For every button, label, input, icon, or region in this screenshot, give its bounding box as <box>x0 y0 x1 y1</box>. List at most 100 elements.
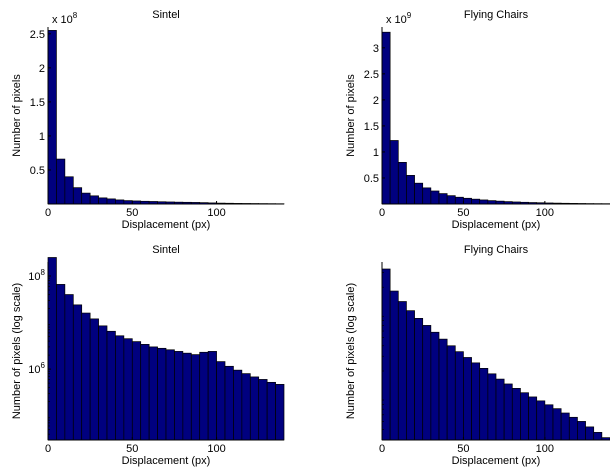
histogram-bar <box>89 318 99 441</box>
x-tick-label: 0 <box>379 443 385 455</box>
chart-panel-0: 0 50 100 0.5 1 1.5 2 2.5 x 108 Sintel Displacement… <box>11 9 285 231</box>
histogram-bar <box>115 335 125 441</box>
x-tick-label: 50 <box>126 207 138 219</box>
histogram-bar <box>381 268 391 441</box>
histogram-bar <box>593 432 603 441</box>
histogram-bar <box>199 351 209 441</box>
histogram-bar <box>487 373 497 441</box>
chart-title: Sintel <box>152 244 180 256</box>
y-tick-label: 1.5 <box>30 97 45 109</box>
histogram-bar <box>560 412 570 441</box>
chart-panel-1: 0 50 100 0.5 1 1.5 2 2.5 3 x 109 Flying Chairs Disp… <box>345 9 610 231</box>
histogram-bar <box>585 426 595 441</box>
y-axis-label: Number of pixels <box>345 74 357 157</box>
x-tick-label: 0 <box>45 443 51 455</box>
x-axis-label: Displacement (px) <box>452 455 541 467</box>
histogram-bar <box>397 162 407 205</box>
x-axis-label: Displacement (px) <box>122 455 211 467</box>
histogram-bar <box>487 200 497 205</box>
histogram-bar <box>216 361 226 441</box>
histogram-bar <box>72 187 83 205</box>
histogram-bar <box>438 193 448 205</box>
histogram-bar <box>64 294 74 441</box>
histogram-bar <box>140 344 150 441</box>
histogram-bar <box>190 354 201 441</box>
chart-title: Flying Chairs <box>464 244 529 256</box>
histogram-bar <box>520 392 529 441</box>
histogram-bar <box>115 199 125 205</box>
y-tick-label: 2.5 <box>30 29 45 41</box>
histogram-bar <box>106 198 116 205</box>
histogram-bar <box>552 408 562 441</box>
histogram-bar <box>438 338 448 441</box>
histogram-bar <box>174 351 184 441</box>
chart-title: Flying Chairs <box>464 9 529 21</box>
histogram-bar <box>98 197 108 205</box>
x-tick-label: 50 <box>457 207 469 219</box>
y-multiplier-label: x 108 <box>52 11 78 26</box>
histogram-bar <box>131 341 142 441</box>
y-tick-label: 3 <box>373 43 379 55</box>
histogram-bar <box>471 198 481 205</box>
histogram-bar <box>430 331 440 441</box>
x-axis-label: Displacement (px) <box>122 219 211 231</box>
histogram-bar <box>536 400 546 441</box>
y-axis-label: Number of pixels (log scale) <box>11 283 23 419</box>
histogram-bar <box>275 384 285 441</box>
histogram-bar <box>81 312 91 441</box>
histogram-bar <box>56 284 66 441</box>
histogram-bar <box>414 318 424 441</box>
histogram-bar <box>64 176 74 205</box>
y-tick-label: 1.5 <box>364 121 379 133</box>
histogram-bar <box>165 349 175 441</box>
x-tick-label: 100 <box>207 207 225 219</box>
histogram-bar <box>241 373 251 441</box>
histogram-bar <box>471 362 481 441</box>
y-tick-label: 1 <box>373 147 379 159</box>
x-tick-label: 100 <box>536 207 554 219</box>
histogram-bar <box>72 304 83 441</box>
histogram-bar <box>56 158 66 205</box>
y-tick-label: 2 <box>39 63 45 75</box>
histogram-bar <box>463 197 472 205</box>
histogram-bar <box>258 379 268 441</box>
y-axis-label: Number of pixels (log scale) <box>345 283 357 419</box>
y-tick-label: 0.5 <box>30 165 45 177</box>
histogram-bar <box>148 346 158 441</box>
histogram-bar <box>224 365 234 441</box>
x-tick-label: 0 <box>379 207 385 219</box>
x-tick-label: 100 <box>536 443 554 455</box>
histogram-bar <box>397 301 407 441</box>
y-tick-label: 2.5 <box>364 69 379 81</box>
y-tick-label: 0.5 <box>364 173 379 185</box>
histogram-bar <box>479 368 489 441</box>
histogram-bar <box>568 416 578 441</box>
histogram-bar <box>389 140 399 205</box>
histogram-bar <box>463 357 472 441</box>
histogram-bar <box>430 190 440 205</box>
histogram-bar <box>249 376 260 441</box>
histogram-bar <box>479 199 489 205</box>
histogram-bar <box>454 196 464 205</box>
chart-panel-3: 0 50 100 Flying Chairs Displacement (px) Numb… <box>345 244 610 467</box>
histogram-bar <box>81 192 91 205</box>
x-tick-label: 100 <box>207 443 225 455</box>
histogram-bar <box>406 310 415 441</box>
histogram-bar <box>123 338 133 441</box>
y-axis-label: Number of pixels <box>11 74 23 157</box>
histogram-bar <box>422 325 432 441</box>
chart-title: Sintel <box>152 9 180 21</box>
histogram-bar <box>446 195 456 205</box>
histogram-bar <box>495 378 505 441</box>
histogram-bar <box>47 30 57 205</box>
y-multiplier-label: x 109 <box>386 11 412 26</box>
histogram-bar <box>446 345 456 441</box>
y-tick-label: 106 <box>28 361 45 376</box>
histogram-bar <box>233 369 243 441</box>
x-tick-label: 50 <box>457 443 469 455</box>
histogram-bar <box>544 404 554 441</box>
histogram-bar <box>182 352 192 441</box>
x-tick-label: 0 <box>45 207 51 219</box>
y-tick-label: 108 <box>28 268 45 283</box>
chart-panel-2: 0 50 100 106 108 Sintel Displacement (px) Numbe… <box>11 244 285 467</box>
